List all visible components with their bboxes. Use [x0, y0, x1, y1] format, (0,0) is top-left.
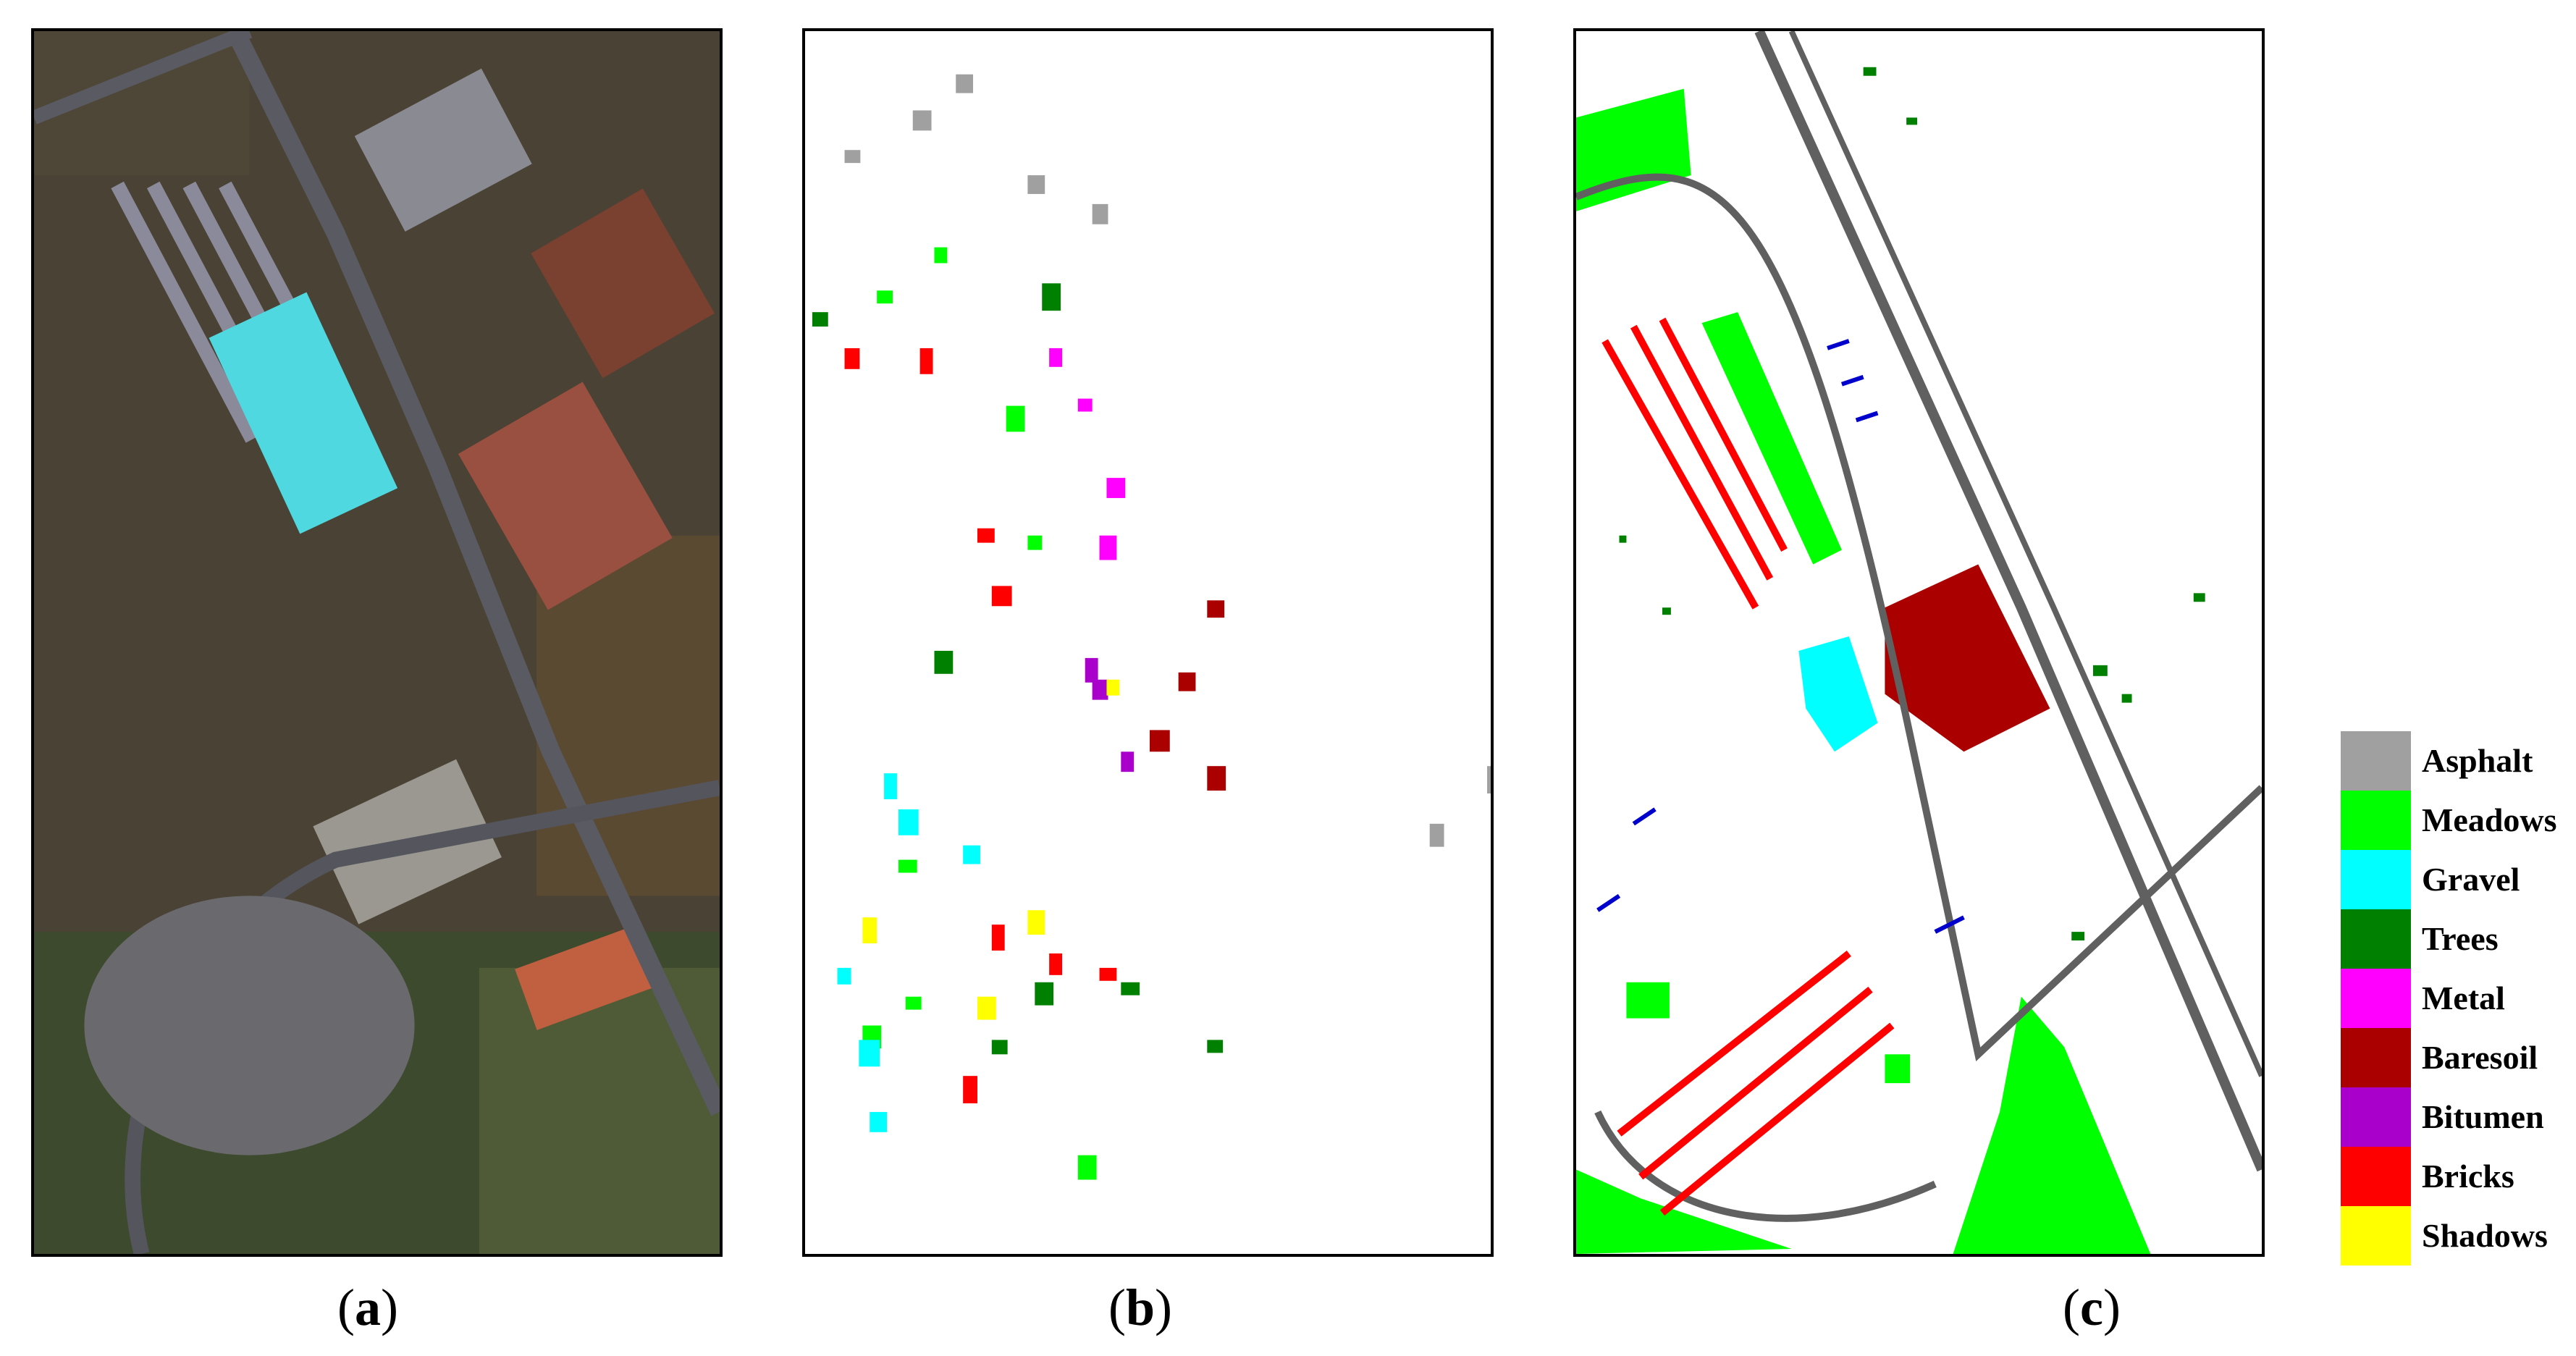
sample-patch — [812, 312, 828, 327]
sample-patch — [1027, 535, 1043, 550]
legend-item-gravel: Gravel — [2341, 850, 2572, 909]
class-legend: Asphalt Meadows Gravel Trees Metal Bares… — [2341, 731, 2572, 1266]
sample-patch — [934, 650, 954, 674]
sample-patch — [877, 290, 893, 304]
sample-patch — [1121, 982, 1140, 995]
legend-label: Trees — [2422, 920, 2499, 957]
sample-patch — [1092, 203, 1108, 224]
legend-item-trees: Trees — [2341, 909, 2572, 969]
sample-patch — [905, 996, 922, 1010]
false-color-image-panel — [31, 28, 723, 1257]
legend-item-shadows: Shadows — [2341, 1206, 2572, 1266]
training-samples-panel — [802, 28, 1494, 1257]
sample-patch — [991, 586, 1012, 607]
sample-patch — [1049, 953, 1063, 975]
legend-label: Baresoil — [2422, 1039, 2538, 1076]
legend-item-bricks: Bricks — [2341, 1147, 2572, 1206]
legend-swatch — [2341, 969, 2411, 1028]
sample-patch — [1106, 679, 1120, 696]
sample-patch — [844, 348, 860, 369]
legend-swatch — [2341, 1028, 2411, 1087]
sample-patch — [1042, 283, 1061, 311]
sample-patch — [1099, 967, 1117, 981]
sample-patch — [844, 150, 861, 164]
legend-label: Asphalt — [2422, 742, 2533, 779]
sample-patch — [1006, 405, 1025, 432]
sample-patch — [1106, 478, 1126, 498]
legend-swatch — [2341, 1206, 2411, 1266]
sample-patch — [1077, 398, 1093, 412]
sample-patch — [1027, 175, 1045, 194]
sample-patch — [1207, 766, 1226, 791]
sample-patch — [963, 845, 980, 864]
aerial-image — [34, 31, 720, 1254]
legend-label: Bitumen — [2422, 1098, 2544, 1135]
sample-patch — [1487, 766, 1491, 794]
legend-swatch — [2341, 731, 2411, 791]
sample-patch — [919, 348, 933, 374]
classification-map-panel — [1573, 28, 2265, 1257]
legend-item-meadows: Meadows — [2341, 791, 2572, 850]
sample-patch — [1077, 1155, 1097, 1180]
sample-patch — [1178, 672, 1196, 691]
sample-patch — [884, 773, 897, 799]
sample-patch — [934, 247, 948, 264]
sample-patch — [963, 1076, 977, 1103]
sample-patch — [977, 528, 995, 543]
caption-b: (b) — [1108, 1279, 1173, 1336]
legend-item-baresoil: Baresoil — [2341, 1028, 2572, 1087]
sample-patch — [977, 996, 996, 1020]
sample-patch — [991, 925, 1005, 951]
sample-patch — [1149, 730, 1170, 752]
legend-label: Metal — [2422, 980, 2505, 1016]
legend-swatch — [2341, 791, 2411, 850]
sample-patch — [1207, 1040, 1224, 1053]
legend-label: Gravel — [2422, 861, 2520, 898]
sample-patch — [898, 809, 919, 835]
caption-c: (c) — [2063, 1279, 2121, 1336]
sample-patch — [912, 110, 932, 131]
legend-item-bitumen: Bitumen — [2341, 1087, 2572, 1147]
sample-patch — [1099, 535, 1117, 560]
sample-patch — [870, 1111, 888, 1132]
legend-label: Bricks — [2422, 1158, 2514, 1195]
sample-patch — [862, 917, 877, 944]
sample-patch — [898, 859, 917, 873]
legend-swatch — [2341, 1087, 2411, 1147]
sample-patch — [837, 967, 851, 985]
caption-a: (a) — [337, 1279, 398, 1336]
sample-patch — [956, 74, 974, 93]
sample-patch — [1092, 679, 1108, 700]
legend-label: Meadows — [2422, 801, 2557, 838]
class-map — [1576, 31, 2262, 1254]
legend-item-asphalt: Asphalt — [2341, 731, 2572, 791]
sample-patch — [1085, 657, 1098, 683]
legend-swatch — [2341, 1147, 2411, 1206]
sample-patch — [1049, 348, 1063, 367]
sample-patch — [859, 1040, 880, 1067]
legend-swatch — [2341, 909, 2411, 969]
sample-patch — [1027, 910, 1045, 935]
sample-patch — [1429, 823, 1444, 847]
legend-swatch — [2341, 850, 2411, 909]
sample-patch — [1121, 751, 1135, 772]
sample-patch — [1035, 982, 1054, 1006]
sample-patch — [991, 1040, 1008, 1055]
legend-item-metal: Metal — [2341, 969, 2572, 1028]
sample-map — [812, 74, 1491, 1180]
legend-label: Shadows — [2422, 1217, 2548, 1254]
sample-patch — [1207, 600, 1225, 618]
